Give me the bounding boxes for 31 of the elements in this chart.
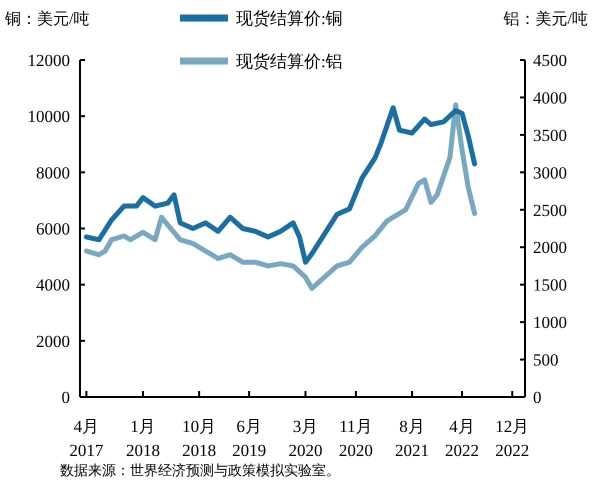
y2-tick-label: 1500	[533, 276, 567, 295]
y2-tick-label: 1000	[533, 313, 567, 332]
x-tick-label: 1月 2018	[126, 417, 160, 460]
y-tick-label: 0	[62, 388, 70, 407]
y2-tick-label: 0	[533, 388, 542, 407]
y-tick-label: 4000	[36, 276, 70, 295]
x-tick-label: 3月 2020	[288, 417, 322, 460]
y-tick-label: 12000	[28, 51, 70, 70]
y-tick-label: 2000	[36, 332, 70, 351]
y2-tick-label: 2500	[533, 200, 567, 220]
y-axis-title: 铜：美元/吨	[4, 10, 90, 28]
y2-tick-label: 2000	[533, 238, 567, 258]
x-tick-label: 11月 2020	[338, 417, 373, 460]
y2-tick-label: 500	[533, 350, 558, 370]
y2-tick-label: 3000	[533, 163, 567, 182]
x-tick-label: 6月 2019	[232, 417, 266, 460]
y-tick-label: 6000	[36, 220, 70, 238]
x-tick-label: 8月 2021	[395, 417, 430, 460]
source-note: 数据来源：世界经济预测与政策模拟实验室。	[60, 463, 340, 479]
x-tick-label: 4月 2022	[445, 417, 480, 460]
y2-tick-label: 3500	[533, 126, 567, 145]
legend-label: 现货结算价:铝	[236, 52, 343, 71]
legend-label: 现货结算价:铜	[236, 9, 343, 28]
y2-tick-label: 4500	[533, 51, 567, 70]
x-tick-label: 10月 2018	[182, 417, 216, 460]
x-tick-label: 12月 2022	[495, 417, 530, 460]
y2-tick-label: 4000	[533, 88, 567, 108]
x-tick-label: 4月 2017	[69, 417, 104, 460]
y-tick-label: 10000	[28, 107, 70, 126]
y-tick-label: 8000	[36, 163, 70, 182]
y2-axis-title: 铝：美元/吨	[502, 10, 588, 28]
